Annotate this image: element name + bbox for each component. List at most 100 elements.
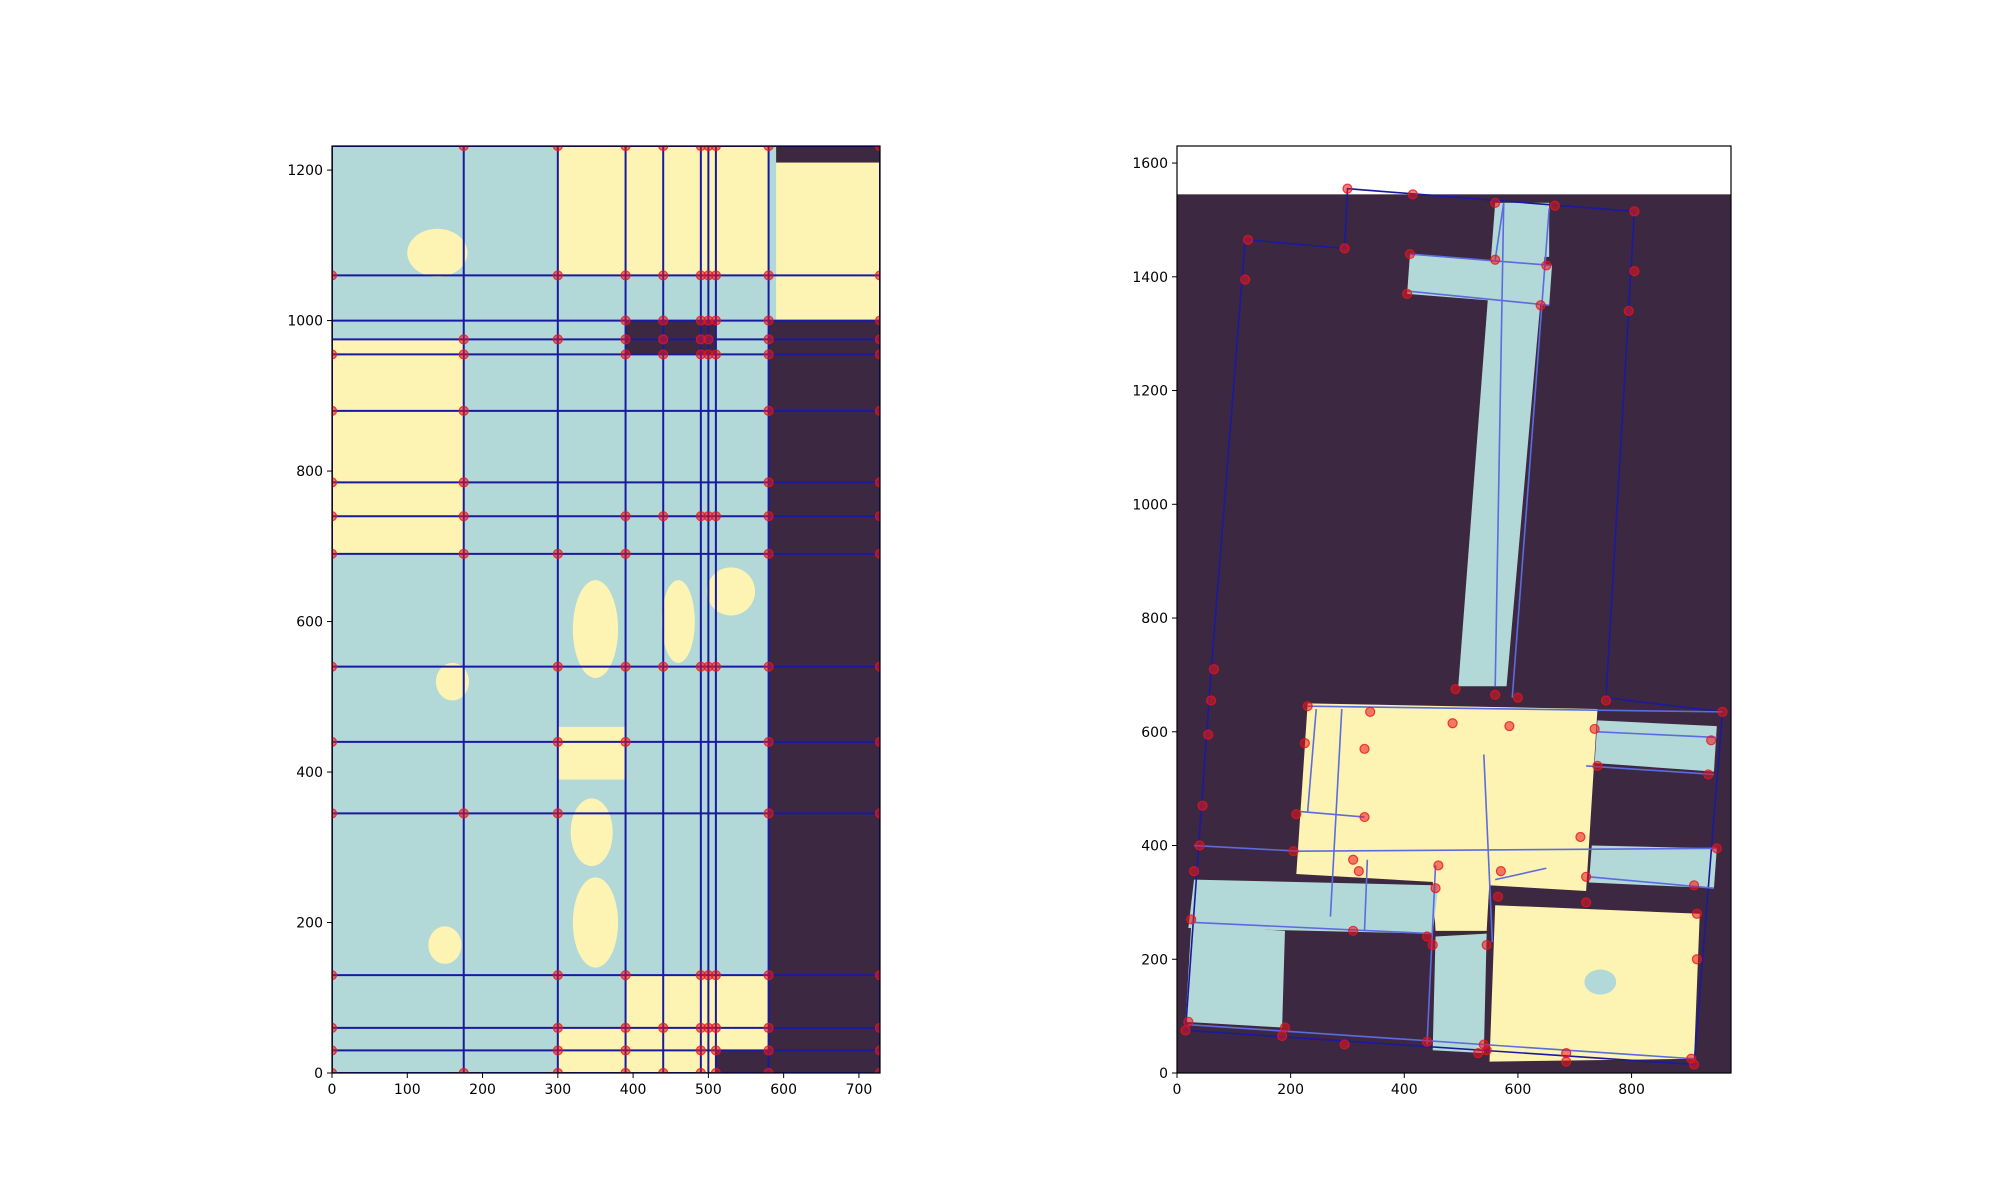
y-tick-label-6: 1200 <box>1132 384 1168 400</box>
grid-line-7 <box>1426 865 1437 1045</box>
y-tick-label-0: 0 <box>1159 1066 1168 1082</box>
graph-node-15 <box>458 548 469 559</box>
grid-line-2 <box>1194 844 1300 853</box>
graph-node-39 <box>620 548 631 559</box>
graph-node-31 <box>552 270 563 281</box>
region-corridor-6 <box>1594 720 1717 772</box>
graph-node-40 <box>620 511 631 522</box>
blob-room-2 <box>428 926 462 964</box>
graph-node-63 <box>1711 843 1722 854</box>
graph-node-6 <box>332 661 338 672</box>
left-floorplan <box>332 146 880 1073</box>
graph-node-21 <box>458 146 469 152</box>
blob-room-5 <box>661 580 695 663</box>
graph-node-57 <box>1430 883 1441 894</box>
graph-node-55 <box>695 1067 706 1073</box>
blob-room-6 <box>570 798 613 867</box>
blob-room-0 <box>407 228 468 277</box>
graph-node-41 <box>620 349 631 360</box>
graph-node-68 <box>1478 1039 1489 1050</box>
region-corridor-3 <box>1458 202 1550 687</box>
region-room-0 <box>1296 703 1598 892</box>
graph-node-7 <box>332 548 338 559</box>
x-tick-label-1: 100 <box>394 1082 421 1098</box>
graph-node-83 <box>710 270 722 281</box>
graph-node-47 <box>658 1022 669 1033</box>
region-corridor-5 <box>1407 254 1553 306</box>
y-tick-label-1: 200 <box>1141 952 1168 968</box>
graph-node-26 <box>552 808 563 819</box>
x-tick-label-4: 400 <box>620 1082 647 1098</box>
graph-node-88 <box>763 970 774 981</box>
graph-node-29 <box>552 548 563 559</box>
y-tick-label-3: 600 <box>1141 725 1168 741</box>
graph-node-89 <box>763 808 774 819</box>
graph-node-107 <box>874 661 880 672</box>
graph-node-17 <box>1203 729 1214 740</box>
graph-node-45 <box>1592 760 1603 771</box>
grid-line-14 <box>1299 810 1365 818</box>
graph-node-35 <box>620 1022 631 1033</box>
graph-node-6 <box>1339 243 1350 254</box>
graph-node-65 <box>695 146 706 152</box>
graph-node-99 <box>763 270 774 281</box>
region-room-2 <box>1432 879 1490 931</box>
graph-node-41 <box>1703 769 1714 780</box>
graph-node-15 <box>1208 664 1220 675</box>
graph-node-25 <box>1277 1030 1288 1042</box>
graph-node-30 <box>552 334 563 345</box>
graph-node-52 <box>658 315 669 326</box>
grid-line-19 <box>1329 708 1343 917</box>
graph-node-51 <box>1291 809 1302 820</box>
graph-node-28 <box>552 661 563 672</box>
region-corridor-7 <box>1588 845 1717 889</box>
x-tick-label-3: 300 <box>544 1082 571 1098</box>
graph-node-4 <box>1629 206 1640 217</box>
graph-node-74 <box>703 146 714 152</box>
graph-node-112 <box>874 349 880 360</box>
y-tick-label-0: 0 <box>314 1066 323 1082</box>
x-tick-label-5: 500 <box>695 1082 722 1098</box>
graph-node-5 <box>1242 234 1254 245</box>
graph-node-42 <box>620 334 631 345</box>
graph-node-20 <box>458 334 469 345</box>
region-corridor-9 <box>1185 925 1285 1028</box>
x-tick-label-0: 0 <box>328 1082 337 1098</box>
graph-node-76 <box>710 1045 722 1056</box>
graph-node-1 <box>1407 189 1418 200</box>
graph-node-22 <box>552 1067 563 1073</box>
graph-node-50 <box>658 349 669 360</box>
grid-line-6 <box>1483 754 1494 943</box>
grid-line-5 <box>1306 708 1318 812</box>
graph-node-100 <box>763 146 774 152</box>
grid-line-1 <box>1296 847 1717 853</box>
x-tick-label-7: 700 <box>846 1082 873 1098</box>
graph-node-20 <box>1188 866 1200 877</box>
graph-node-97 <box>763 334 774 345</box>
graph-node-42 <box>1575 831 1586 843</box>
graph-node-33 <box>620 1067 631 1073</box>
graph-node-23 <box>1180 1025 1191 1036</box>
graph-node-0 <box>332 1067 338 1073</box>
graph-node-5 <box>332 736 338 748</box>
graph-node-29 <box>1561 1047 1572 1059</box>
graph-node-96 <box>763 349 774 360</box>
graph-node-49 <box>1299 738 1310 749</box>
grid-line-10 <box>1407 290 1550 307</box>
graph-node-39 <box>1717 706 1728 717</box>
graph-node-18 <box>1197 800 1208 811</box>
graph-node-18 <box>458 405 469 416</box>
graph-node-91 <box>763 661 774 672</box>
graph-node-45 <box>620 146 631 152</box>
blob-room-3 <box>706 567 756 616</box>
graph-node-24 <box>1279 1022 1291 1033</box>
graph-node-21 <box>1186 914 1197 925</box>
left-axes-ticks: 0 100 200 300 400 500 600 700 0 200 400 600 800 1000 1… <box>287 163 872 1098</box>
graph-node-37 <box>620 736 631 748</box>
x-tick-label-2: 400 <box>1391 1082 1418 1098</box>
graph-node-33 <box>1302 701 1313 712</box>
graph-node-61 <box>1691 908 1703 919</box>
graph-node-27 <box>1421 1036 1433 1047</box>
graph-node-53 <box>1288 846 1299 857</box>
graph-node-103 <box>874 1022 880 1033</box>
